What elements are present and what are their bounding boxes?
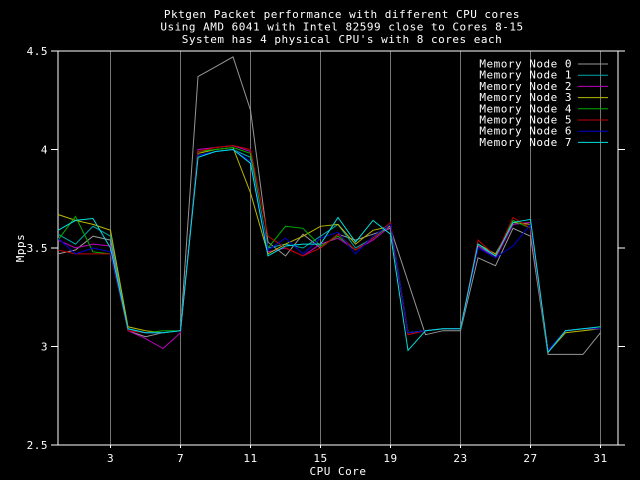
series-line-memory-node-7 [57,148,601,354]
legend-entry-memory-node-3: Memory Node 3 [479,91,608,104]
legend-entry-memory-node-1: Memory Node 1 [479,69,608,82]
legend-label-memory-node-3: Memory Node 3 [479,91,572,104]
chart-title-line-1: Pktgen Packet performance with different… [164,8,520,21]
legend-entry-memory-node-7: Memory Node 7 [479,136,608,149]
x-tick-label-11: 11 [243,452,257,465]
series-line-memory-node-5 [57,145,601,354]
legend-entry-memory-node-0: Memory Node 0 [479,58,608,71]
series-line-memory-node-2 [57,145,601,354]
series-lines-layer [57,56,601,355]
x-tick-label-23: 23 [453,452,467,465]
y-tick-label-3: 3 [41,341,48,354]
gridlines-layer [110,51,601,445]
chart-title-line-3: System has 4 physical CPU's with 8 cores… [182,33,503,46]
series-line-memory-node-6 [57,148,601,352]
x-tick-label-7: 7 [177,452,184,465]
x-tick-label-27: 27 [523,452,537,465]
chart-title-line-2: Using AMD 6041 with Intel 82599 close to… [160,21,523,34]
y-tick-label-4.5: 4.5 [27,45,48,58]
plot-border [57,50,619,446]
x-axis-label: CPU Core [310,465,367,478]
legend-label-memory-node-5: Memory Node 5 [479,114,572,127]
legend-label-memory-node-6: Memory Node 6 [479,125,572,138]
x-tick-label-15: 15 [313,452,327,465]
y-tick-label-2.5: 2.5 [27,439,48,452]
series-line-memory-node-3 [57,146,601,354]
plot-frame-layer [51,50,625,448]
legend-entry-memory-node-5: Memory Node 5 [479,114,608,127]
legend-label-memory-node-7: Memory Node 7 [479,136,572,149]
x-tick-label-31: 31 [593,452,607,465]
y-tick-label-3.5: 3.5 [27,242,48,255]
legend-entry-memory-node-6: Memory Node 6 [479,125,608,138]
y-tick-label-4: 4 [41,144,48,157]
x-tick-label-3: 3 [107,452,114,465]
series-line-memory-node-4 [57,146,601,354]
y-axis-label: Mpps [14,234,27,263]
legend-label-memory-node-4: Memory Node 4 [479,102,572,115]
legend-entry-memory-node-4: Memory Node 4 [479,102,608,115]
legend-label-memory-node-2: Memory Node 2 [479,80,572,93]
x-tick-label-19: 19 [383,452,397,465]
tick-labels-layer: 3 7 11 15 19 23 27 31 2.5 3 3.5 4 4.5 [27,45,608,465]
series-line-memory-node-1 [57,148,601,352]
legend-entry-memory-node-2: Memory Node 2 [479,80,608,93]
legend-label-memory-node-1: Memory Node 1 [479,69,572,82]
legend-label-memory-node-0: Memory Node 0 [479,58,572,71]
